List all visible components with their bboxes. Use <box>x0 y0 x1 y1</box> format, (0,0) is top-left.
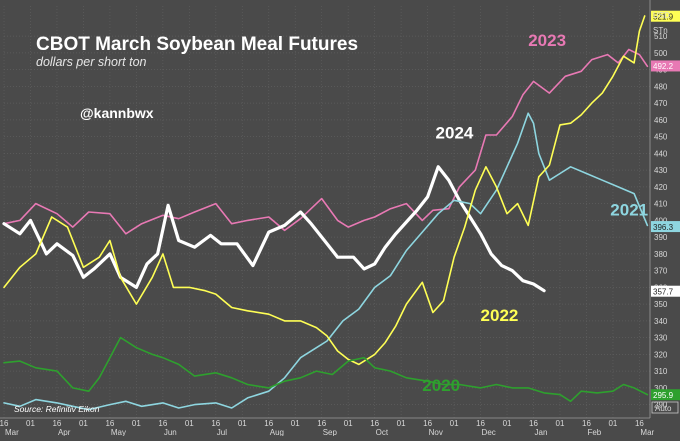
series-line-2024 <box>2 165 546 293</box>
y-tick-label: 320 <box>654 350 668 359</box>
y-tick-label: 300 <box>654 384 668 393</box>
y-tick-label: 310 <box>654 367 668 376</box>
y-tick-label: 380 <box>654 250 668 259</box>
series-label-2024: 2024 <box>436 123 474 142</box>
x-tick-label: 16 <box>370 419 379 428</box>
x-tick-label: 01 <box>132 419 141 428</box>
series-line-2020 <box>3 336 649 403</box>
x-tick-label: 01 <box>26 419 35 428</box>
x-tick-label: 16 <box>476 419 485 428</box>
month-label: Jun <box>164 428 177 436</box>
x-tick-label: 16 <box>52 419 61 428</box>
last-value-box-2022 <box>651 10 680 22</box>
x-tick-label: 01 <box>344 419 353 428</box>
month-label: Oct <box>376 428 389 436</box>
x-tick-label: 16 <box>264 419 273 428</box>
x-tick-label: 16 <box>635 419 644 428</box>
month-label: Jul <box>217 428 227 436</box>
x-tick-label: 01 <box>79 419 88 428</box>
chart-title: CBOT March Soybean Meal Futures <box>36 34 358 55</box>
y-tick-label: 460 <box>654 116 668 125</box>
last-value-box-2020 <box>651 389 680 401</box>
month-label: Jan <box>535 428 548 436</box>
y-tick-label: 430 <box>654 166 668 175</box>
y-tick-label: 440 <box>654 149 668 158</box>
y-tick-label: 350 <box>654 300 668 309</box>
series-label-2021: 2021 <box>610 200 648 219</box>
y-tick-label: 340 <box>654 317 668 326</box>
month-label: Sep <box>323 428 338 436</box>
last-value-label-2023: 492.2 <box>653 62 674 71</box>
x-tick-label: 16 <box>423 419 432 428</box>
series-line-2022 <box>3 15 646 366</box>
x-tick-label: 16 <box>529 419 538 428</box>
x-tick-label: 01 <box>238 419 247 428</box>
x-tick-label: 16 <box>211 419 220 428</box>
x-tick-label: 16 <box>317 419 326 428</box>
author-handle: @kannbwx <box>80 105 154 121</box>
series-layer <box>2 15 649 411</box>
auto-scale-box[interactable] <box>651 401 679 414</box>
y-tick-label: 410 <box>654 200 668 209</box>
x-tick-label: 01 <box>291 419 300 428</box>
last-value-label-2021: 396.3 <box>653 223 674 232</box>
series-label-2020: 2020 <box>422 376 460 395</box>
last-value-box-2023 <box>651 60 680 72</box>
last-value-label-2020: 295.9 <box>653 391 674 400</box>
y-tick-label: 400 <box>654 216 668 225</box>
month-label: Mar <box>640 428 654 436</box>
last-value-box-2021 <box>651 221 680 233</box>
x-tick-label: 16 <box>582 419 591 428</box>
y-tick-label: 500 <box>654 49 668 58</box>
x-tick-label: 01 <box>608 419 617 428</box>
series-label-2023: 2023 <box>528 31 566 50</box>
x-tick-label: 16 <box>0 419 9 428</box>
chart-subtitle: dollars per short ton <box>36 55 147 69</box>
y-tick-label: 390 <box>654 233 668 242</box>
last-value-label-2022: 521.9 <box>653 12 674 21</box>
month-label: Dec <box>482 428 496 436</box>
series-line-2021 <box>3 112 649 411</box>
series-label-layer: 2024 2023 2021 2022 2020 <box>422 31 648 395</box>
auto-scale-label[interactable]: Auto <box>655 404 672 413</box>
month-label: Feb <box>587 428 601 436</box>
series-line-2023 <box>3 48 649 235</box>
month-label: May <box>111 428 126 436</box>
y-tick-label: 290 <box>654 401 668 410</box>
y-tick-label: 470 <box>654 99 668 108</box>
y-tick-label: 420 <box>654 183 668 192</box>
x-tick-label: 01 <box>503 419 512 428</box>
last-value-label-2024: 357.7 <box>653 287 674 296</box>
x-tick-label: 01 <box>450 419 459 428</box>
x-tick-label: 16 <box>105 419 114 428</box>
unit-label-currency: USD <box>653 11 670 20</box>
month-label: Nov <box>429 428 443 436</box>
month-label: Aug <box>270 428 284 436</box>
y-tick-label: 480 <box>654 82 668 91</box>
month-label: Mar <box>5 428 19 436</box>
unit-label-weight: STn <box>653 26 668 35</box>
series-label-2022: 2022 <box>481 306 519 325</box>
month-label: Apr <box>58 428 71 436</box>
x-tick-label: 01 <box>556 419 565 428</box>
y-tick-label: 450 <box>654 133 668 142</box>
last-value-box-2024 <box>651 285 680 297</box>
x-tick-label: 01 <box>185 419 194 428</box>
y-tick-label: 370 <box>654 267 668 276</box>
y-tick-label: 330 <box>654 334 668 343</box>
x-tick-label: 01 <box>397 419 406 428</box>
source-note: Source: Refinitiv Eikon <box>14 404 100 414</box>
y-tick-label: 510 <box>654 32 668 41</box>
x-tick-label: 16 <box>158 419 167 428</box>
